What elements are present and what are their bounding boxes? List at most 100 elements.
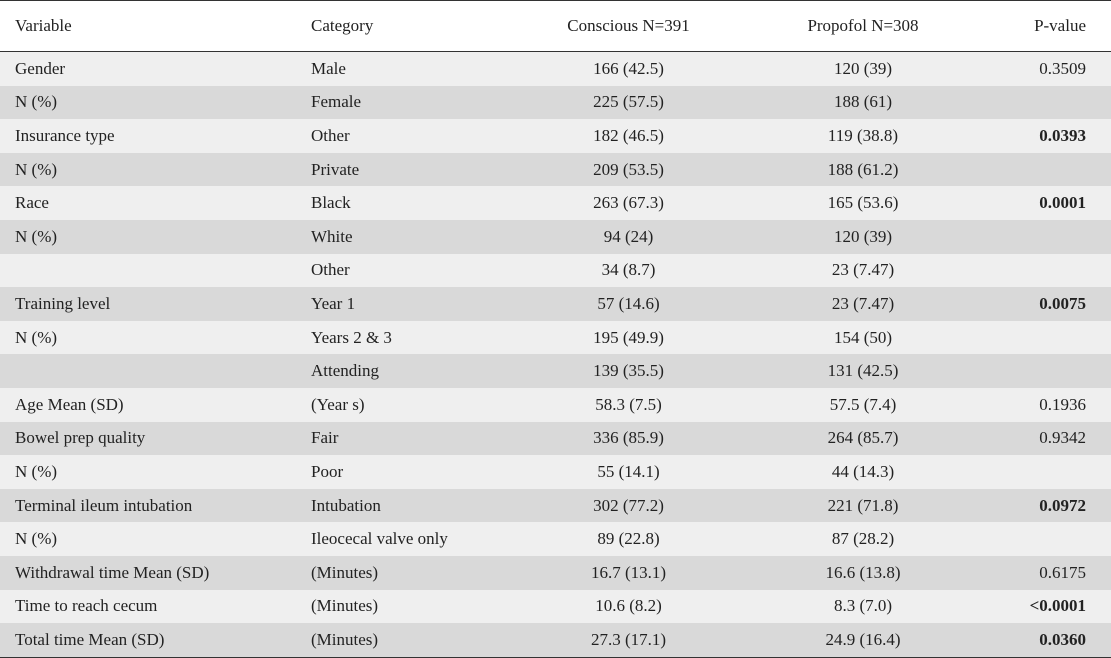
- cell-category: (Minutes): [311, 623, 511, 658]
- cell-variable: Terminal ileum intubation: [0, 488, 311, 523]
- cell-variable: N (%): [0, 455, 311, 489]
- cell-conscious: 57 (14.6): [511, 287, 746, 321]
- cell-p-value: 0.1936: [980, 387, 1111, 422]
- cell-conscious: 302 (77.2): [511, 488, 746, 523]
- cell-p-value: 0.3509: [980, 51, 1111, 86]
- table-row: N (%) Years 2 & 3 195 (49.9) 154 (50): [0, 320, 1111, 355]
- cell-propofol: 16.6 (13.8): [746, 555, 980, 590]
- cell-conscious: 10.6 (8.2): [511, 589, 746, 624]
- cell-propofol: 120 (39): [746, 51, 980, 86]
- cell-category: Ileocecal valve only: [311, 522, 511, 556]
- cell-propofol: 24.9 (16.4): [746, 623, 980, 658]
- cell-p-value: [980, 320, 1111, 355]
- cell-p-value: <0.0001: [980, 589, 1111, 624]
- cell-propofol: 23 (7.47): [746, 253, 980, 288]
- cell-variable: Bowel prep quality: [0, 421, 311, 456]
- table-row: Gender Male 166 (42.5) 120 (39) 0.3509: [0, 51, 1111, 86]
- table-header: Variable Category Conscious N=391 Propof…: [0, 0, 1111, 52]
- cell-category: Male: [311, 51, 511, 86]
- cell-conscious: 27.3 (17.1): [511, 623, 746, 658]
- header-conscious: Conscious N=391: [511, 0, 746, 52]
- cell-p-value: 0.0360: [980, 623, 1111, 658]
- cell-p-value: [980, 152, 1111, 187]
- cell-variable: [0, 253, 311, 288]
- cell-variable: N (%): [0, 152, 311, 187]
- cell-category: Intubation: [311, 488, 511, 523]
- table-row: Other 34 (8.7) 23 (7.47): [0, 253, 1111, 288]
- cell-propofol: 221 (71.8): [746, 488, 980, 523]
- cell-propofol: 120 (39): [746, 219, 980, 254]
- cell-p-value: 0.0075: [980, 287, 1111, 321]
- cell-p-value: 0.0393: [980, 119, 1111, 153]
- table-row: N (%) White 94 (24) 120 (39): [0, 219, 1111, 254]
- cell-category: Years 2 & 3: [311, 320, 511, 355]
- cell-propofol: 44 (14.3): [746, 455, 980, 489]
- cell-propofol: 264 (85.7): [746, 421, 980, 456]
- table-row: Total time Mean (SD) (Minutes) 27.3 (17.1)…: [0, 623, 1111, 658]
- cell-propofol: 154 (50): [746, 320, 980, 355]
- table-row: Terminal ileum intubation Intubation 302 (…: [0, 488, 1111, 523]
- cell-p-value: [980, 354, 1111, 388]
- cell-p-value: 0.9342: [980, 421, 1111, 456]
- cell-category: Year 1: [311, 287, 511, 321]
- cell-category: (Year s): [311, 387, 511, 422]
- cell-propofol: 23 (7.47): [746, 287, 980, 321]
- table-row: N (%) Female 225 (57.5) 188 (61): [0, 85, 1111, 120]
- header-variable: Variable: [0, 0, 311, 52]
- cell-propofol: 131 (42.5): [746, 354, 980, 388]
- cell-category: Fair: [311, 421, 511, 456]
- cell-conscious: 55 (14.1): [511, 455, 746, 489]
- table-row: Training level Year 1 57 (14.6) 23 (7.47) 0.…: [0, 287, 1111, 321]
- cell-category: (Minutes): [311, 555, 511, 590]
- cell-propofol: 57.5 (7.4): [746, 387, 980, 422]
- cell-conscious: 263 (67.3): [511, 186, 746, 220]
- cell-variable: Withdrawal time Mean (SD): [0, 555, 311, 590]
- table-row: N (%) Ileocecal valve only 89 (22.8) 87 (28…: [0, 522, 1111, 556]
- cell-p-value: [980, 253, 1111, 288]
- cell-conscious: 182 (46.5): [511, 119, 746, 153]
- cell-propofol: 165 (53.6): [746, 186, 980, 220]
- cell-p-value: 0.0972: [980, 488, 1111, 523]
- cell-category: (Minutes): [311, 589, 511, 624]
- cell-category: Poor: [311, 455, 511, 489]
- table-row: N (%) Poor 55 (14.1) 44 (14.3): [0, 455, 1111, 489]
- cell-conscious: 94 (24): [511, 219, 746, 254]
- cell-conscious: 195 (49.9): [511, 320, 746, 355]
- header-p-value: P-value: [980, 0, 1111, 52]
- cell-conscious: 209 (53.5): [511, 152, 746, 187]
- cell-conscious: 336 (85.9): [511, 421, 746, 456]
- table-row: Insurance type Other 182 (46.5) 119 (38.8) 0…: [0, 119, 1111, 153]
- table-row: Attending 139 (35.5) 131 (42.5): [0, 354, 1111, 388]
- table-body: Gender Male 166 (42.5) 120 (39) 0.3509 N (%) F…: [0, 51, 1111, 658]
- cell-conscious: 34 (8.7): [511, 253, 746, 288]
- cell-category: Black: [311, 186, 511, 220]
- header-row: Variable Category Conscious N=391 Propof…: [0, 0, 1111, 52]
- cell-conscious: 225 (57.5): [511, 85, 746, 120]
- cell-variable: N (%): [0, 85, 311, 120]
- cell-category: White: [311, 219, 511, 254]
- cell-variable: Total time Mean (SD): [0, 623, 311, 658]
- cell-variable: Training level: [0, 287, 311, 321]
- cell-variable: [0, 354, 311, 388]
- table-row: N (%) Private 209 (53.5) 188 (61.2): [0, 152, 1111, 187]
- cell-variable: N (%): [0, 320, 311, 355]
- cell-category: Private: [311, 152, 511, 187]
- cell-category: Attending: [311, 354, 511, 388]
- cell-conscious: 166 (42.5): [511, 51, 746, 86]
- cell-category: Other: [311, 119, 511, 153]
- cell-conscious: 58.3 (7.5): [511, 387, 746, 422]
- cell-category: Female: [311, 85, 511, 120]
- cell-variable: Age Mean (SD): [0, 387, 311, 422]
- cell-p-value: [980, 219, 1111, 254]
- cell-variable: Race: [0, 186, 311, 220]
- table-row: Race Black 263 (67.3) 165 (53.6) 0.0001: [0, 186, 1111, 220]
- cell-p-value: 0.6175: [980, 555, 1111, 590]
- cell-conscious: 89 (22.8): [511, 522, 746, 556]
- cell-variable: N (%): [0, 522, 311, 556]
- cell-propofol: 8.3 (7.0): [746, 589, 980, 624]
- table-row: Age Mean (SD) (Year s) 58.3 (7.5) 57.5 (7.4…: [0, 387, 1111, 422]
- cell-variable: N (%): [0, 219, 311, 254]
- table-row: Withdrawal time Mean (SD) (Minutes) 16.7 (…: [0, 555, 1111, 590]
- header-category: Category: [311, 0, 511, 52]
